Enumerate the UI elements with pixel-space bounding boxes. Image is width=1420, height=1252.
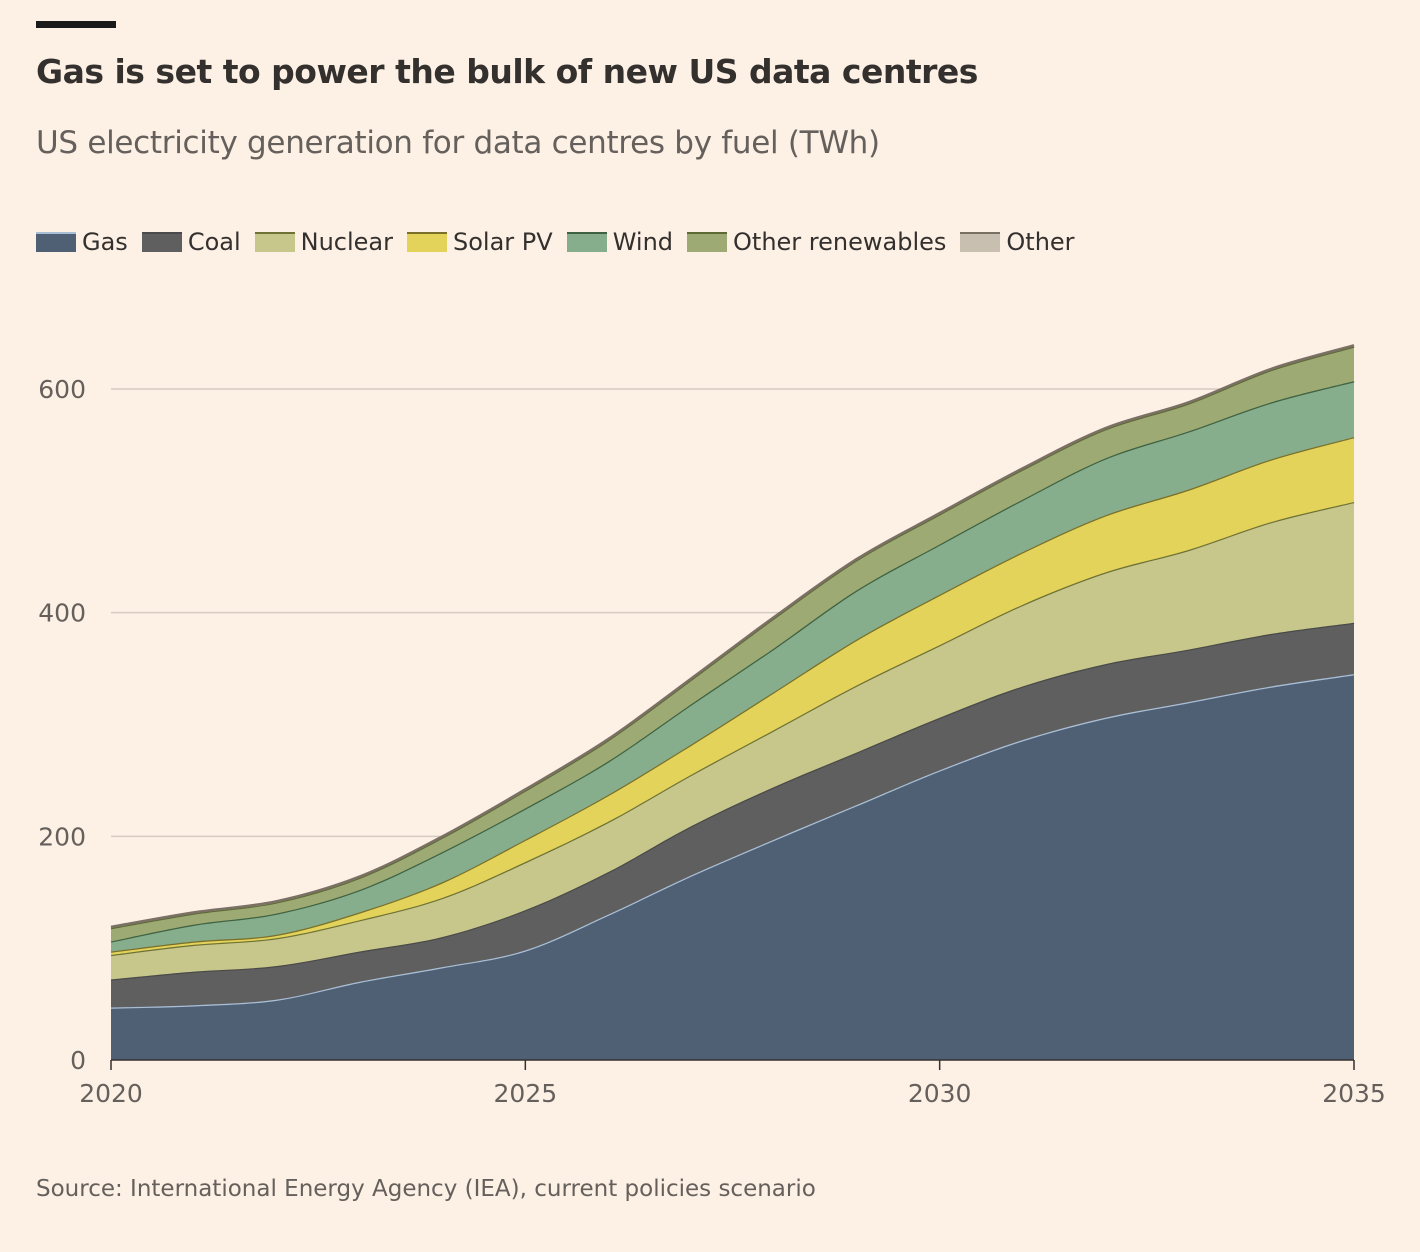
legend-item: Gas xyxy=(36,228,128,256)
legend-item: Other xyxy=(960,228,1075,256)
legend-swatch xyxy=(141,232,182,252)
legend-label: Other xyxy=(1006,228,1075,256)
legend-item: Nuclear xyxy=(254,228,394,256)
x-tick-label: 2030 xyxy=(908,1079,972,1108)
area-nuclear xyxy=(111,501,1354,980)
area-gas xyxy=(111,674,1354,1060)
area-line-other xyxy=(110,344,1355,929)
legend-swatch xyxy=(254,232,295,252)
y-tick-label: 600 xyxy=(38,375,86,404)
legend-label: Wind xyxy=(612,228,674,256)
legend: Gas Coal Nuclear Solar PV Wind Other renewabl… xyxy=(36,228,1075,256)
x-tick-label: 2035 xyxy=(1322,1079,1386,1108)
legend-swatch xyxy=(687,232,728,252)
y-tick-label: 0 xyxy=(70,1046,86,1075)
legend-label: Gas xyxy=(82,228,128,256)
x-tick-label: 2020 xyxy=(79,1079,143,1108)
area-coal xyxy=(111,622,1354,1008)
legend-swatch xyxy=(36,232,76,252)
legend-label: Coal xyxy=(187,228,241,256)
legend-item: Other renewables xyxy=(687,228,946,256)
legend-item: Solar PV xyxy=(407,228,553,256)
chart-title: Gas is set to power the bulk of new US d… xyxy=(36,52,978,91)
brand-bar xyxy=(36,21,116,28)
legend-item: Coal xyxy=(141,228,241,256)
legend-swatch xyxy=(566,232,607,252)
legend-swatch xyxy=(407,232,448,252)
chart-subtitle: US electricity generation for data centr… xyxy=(36,125,880,161)
area-wind xyxy=(111,381,1354,952)
x-tick-label: 2025 xyxy=(494,1079,558,1108)
legend-label: Other renewables xyxy=(733,228,947,256)
legend-label: Solar PV xyxy=(453,228,553,256)
area-other-renewables xyxy=(111,346,1354,942)
y-tick-label: 200 xyxy=(38,822,86,851)
y-tick-label: 400 xyxy=(38,599,86,628)
source-note: Source: International Energy Agency (IEA… xyxy=(36,1176,816,1202)
legend-item: Wind xyxy=(566,228,674,256)
area-solar-pv xyxy=(111,437,1354,955)
legend-swatch xyxy=(960,232,1001,252)
legend-label: Nuclear xyxy=(300,228,394,256)
